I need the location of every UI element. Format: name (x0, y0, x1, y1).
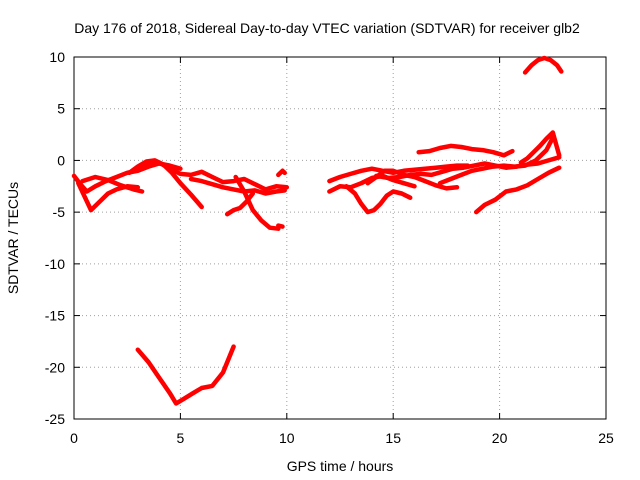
x-tick-label: 0 (70, 430, 78, 446)
x-tick-label: 5 (177, 430, 185, 446)
series-arc19 (518, 130, 562, 165)
series-arc18 (437, 135, 556, 186)
data-series (71, 55, 564, 406)
y-tick-label: 5 (57, 101, 65, 117)
plot-frame (73, 56, 607, 420)
y-tick-label: 10 (49, 49, 65, 65)
x-tick-label: 20 (492, 430, 508, 446)
series-arc10 (276, 223, 285, 229)
series-arc3 (80, 174, 145, 194)
series-arc5 (135, 160, 290, 192)
series-arc21 (522, 55, 564, 75)
x-tick-label: 10 (279, 430, 295, 446)
y-tick-label: -25 (45, 411, 65, 427)
y-tick-label: -20 (45, 359, 65, 375)
series-arc9 (276, 168, 287, 178)
series-arc11 (135, 344, 236, 406)
series-arc20 (473, 165, 562, 215)
x-tick-label: 15 (385, 430, 401, 446)
x-axis-label: GPS time / hours (287, 458, 394, 474)
series-arc17 (416, 143, 515, 158)
grid-lines (74, 57, 606, 419)
y-tick-label: -10 (45, 256, 65, 272)
series-arc14 (344, 184, 413, 215)
y-tick-label: -5 (53, 204, 66, 220)
x-tick-label: 25 (598, 430, 614, 446)
series-arc8 (233, 174, 281, 231)
y-axis-label: SDTVAR / TECUs (5, 182, 21, 294)
y-tick-label: 0 (57, 152, 65, 168)
axis-ticks: 0 5 10 15 20 25 -25 -20 -15 -10 -5 0 5 10 (45, 49, 614, 446)
y-tick-label: -15 (45, 308, 65, 324)
series-arc6 (188, 176, 287, 196)
chart-title: Day 176 of 2018, Sidereal Day-to-day VTE… (74, 20, 580, 36)
